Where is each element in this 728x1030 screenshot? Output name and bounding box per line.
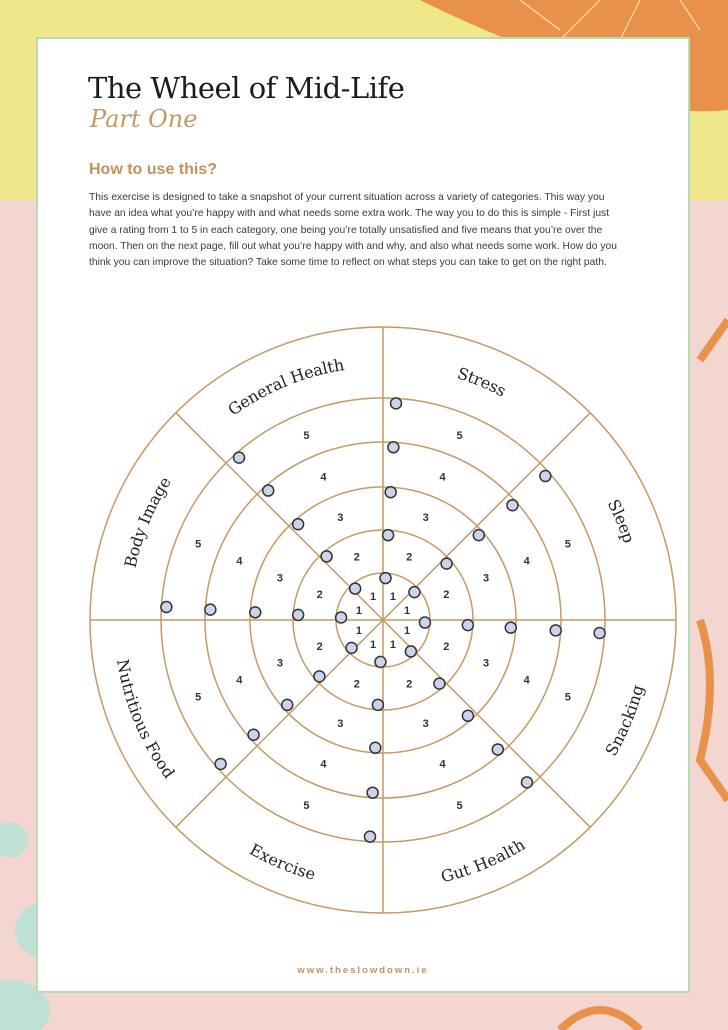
rating-number: 3 [277,658,283,670]
wheel-spoke [382,412,591,621]
rating-number: 5 [456,800,462,812]
category-label-sleep: Sleep [604,496,639,545]
rating-dot[interactable] [214,757,227,771]
rating-number: 4 [439,759,446,771]
rating-number: 5 [195,692,201,704]
rating-number: 3 [483,658,489,670]
wheel-spoke [175,412,384,621]
category-label-stress: Stress [455,363,509,400]
rating-number: 4 [320,759,327,771]
rating-number: 5 [565,692,571,704]
rating-dot[interactable] [387,441,400,454]
rating-number: 3 [337,718,343,730]
rating-dot[interactable] [539,469,552,483]
rating-number: 1 [404,605,410,617]
rating-number: 1 [390,639,396,651]
rating-number: 3 [483,572,489,584]
rating-dot[interactable] [371,698,385,712]
rating-dot[interactable] [247,728,260,742]
rating-dot[interactable] [160,600,173,614]
rating-number: 2 [406,552,412,564]
rating-number: 2 [317,641,323,653]
rating-dot[interactable] [520,776,534,789]
rating-dot[interactable] [280,698,294,712]
rating-dot[interactable] [440,557,453,570]
rating-number: 3 [423,512,429,524]
rating-number: 5 [195,538,201,550]
rating-dot[interactable] [366,786,379,799]
rating-number: 2 [354,552,360,564]
rating-number: 2 [317,589,323,601]
rating-dot[interactable] [348,582,362,595]
rating-number: 4 [524,555,531,567]
rating-number: 2 [443,641,449,653]
rating-dot[interactable] [491,743,505,756]
rating-number: 4 [524,675,531,687]
rating-number: 5 [303,430,309,442]
wheel-spoke [175,619,384,828]
rating-number: 2 [354,678,360,690]
rating-dot[interactable] [404,645,418,658]
rating-dot[interactable] [232,451,246,464]
rating-number: 5 [303,800,309,812]
rating-dot[interactable] [504,621,518,634]
rating-number: 5 [456,430,462,442]
rating-number: 5 [565,538,571,550]
rating-dot[interactable] [320,550,333,563]
rating-number: 4 [320,471,327,483]
rating-number: 3 [337,512,343,524]
rating-dot[interactable] [549,624,562,637]
category-label-exercise: Exercise [247,839,318,883]
footer-website: www.theslowdown.ie [297,965,429,976]
rating-dot[interactable] [204,603,217,616]
rating-dot[interactable] [433,677,446,690]
rating-dot[interactable] [261,484,275,497]
rating-dot[interactable] [384,485,397,499]
rating-dot[interactable] [369,741,382,755]
rating-dot[interactable] [313,670,326,683]
rating-number: 3 [423,718,429,730]
rating-dot[interactable] [248,606,262,619]
rating-number: 1 [370,639,376,651]
rating-dot[interactable] [345,641,358,655]
category-label-nutritious-food: Nutritious Food [113,658,179,782]
rating-dot[interactable] [291,517,305,531]
rating-number: 2 [406,678,412,690]
rating-number: 4 [439,471,446,483]
category-label-body-image: Body Image [120,473,174,569]
worksheet-page: The Wheel of Mid-Life Part One How to us… [36,37,690,993]
intro-paragraph: This exercise is designed to take a snap… [89,192,617,269]
rating-dot[interactable] [461,618,475,632]
rating-number: 1 [356,625,362,637]
rating-dot[interactable] [381,528,395,542]
rating-dot[interactable] [472,528,486,542]
rating-number: 2 [443,589,449,601]
rating-dot[interactable] [379,571,392,585]
category-label-snacking: Snacking [601,683,647,759]
rating-number: 1 [370,591,376,603]
rating-dot[interactable] [334,611,348,624]
page-subtitle: Part One [90,105,198,133]
rating-dot[interactable] [363,830,377,843]
rating-dot[interactable] [506,498,519,512]
rating-number: 1 [390,591,396,603]
rating-number: 4 [236,675,243,687]
rating-number: 1 [356,605,362,617]
rating-number: 3 [277,572,283,584]
rating-dot[interactable] [408,585,421,599]
rating-dot[interactable] [461,709,475,723]
wheel-spoke [382,619,591,828]
rating-dot[interactable] [291,608,305,622]
rating-dot[interactable] [593,626,606,640]
section-heading: How to use this? [89,161,217,178]
rating-dot[interactable] [389,397,403,410]
rating-dot[interactable] [418,616,432,629]
category-label-general-health: General Health [224,355,345,419]
category-label-gut-health: Gut Health [439,834,528,885]
rating-number: 4 [236,555,243,567]
rating-dot[interactable] [374,655,387,669]
rating-number: 1 [404,625,410,637]
page-title: The Wheel of Mid-Life [88,71,405,105]
